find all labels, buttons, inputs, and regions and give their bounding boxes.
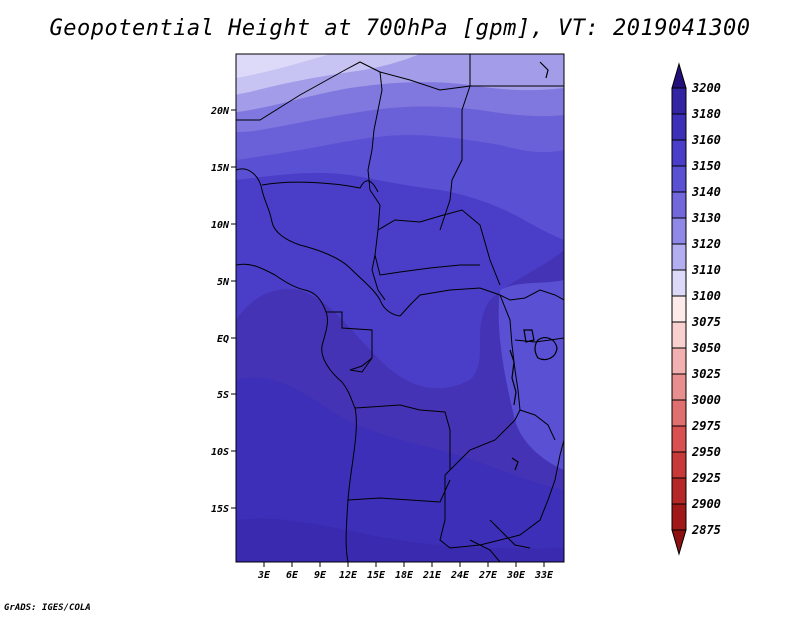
lat-label-5n: 5N xyxy=(217,277,230,288)
colorbar-swatch xyxy=(671,347,687,375)
lon-label-30e: 30E xyxy=(506,570,526,581)
lon-label-33e: 33E xyxy=(534,570,554,581)
colorbar-label: 3100 xyxy=(691,289,721,303)
colorbar-swatch xyxy=(671,477,687,505)
colorbar-label: 3130 xyxy=(691,211,721,225)
colorbar-label: 3120 xyxy=(691,237,721,251)
colorbar-label: 3050 xyxy=(691,341,721,355)
lon-label-15e: 15E xyxy=(367,570,386,581)
lat-label-20n: 20N xyxy=(210,106,230,117)
colorbar-swatch xyxy=(671,399,687,427)
colorbar-swatch xyxy=(671,243,687,271)
lon-label-21e: 21E xyxy=(422,570,442,581)
lat-label-5s: 5S xyxy=(217,390,229,401)
colorbar-label: 2925 xyxy=(691,471,721,485)
country-borders xyxy=(236,54,564,562)
colorbar-swatch xyxy=(671,139,687,167)
colorbar-top-arrow xyxy=(671,62,687,89)
lon-label-6e: 6E xyxy=(286,570,299,581)
colorbar-label: 2875 xyxy=(691,523,721,537)
colorbar-label: 2900 xyxy=(691,497,721,511)
lon-label-3e: 3E xyxy=(257,570,271,581)
height-band-3160 xyxy=(236,377,564,562)
colorbar-label: 3160 xyxy=(691,133,721,147)
lat-label-10n: 10N xyxy=(211,220,230,231)
lat-label-15s: 15S xyxy=(211,504,229,515)
colorbar-swatch xyxy=(671,217,687,245)
lat-label-eq: EQ xyxy=(217,334,229,345)
footer-credit: GrADS: IGES/COLA xyxy=(4,603,91,613)
colorbar-swatch xyxy=(671,321,687,349)
height-band-3170 xyxy=(236,518,564,562)
plot-title: Geopotential Height at 700hPa [gpm], VT:… xyxy=(49,16,751,41)
colorbar-swatch xyxy=(671,451,687,479)
lakes xyxy=(509,61,558,471)
lon-label-27e: 27E xyxy=(478,570,498,581)
map-frame xyxy=(235,53,565,563)
lat-label-15n: 15N xyxy=(211,163,230,174)
lon-label-9e: 9E xyxy=(314,570,327,581)
colorbar-swatch xyxy=(671,269,687,297)
height-band-3100b xyxy=(236,54,330,78)
colorbar-swatch xyxy=(671,113,687,141)
colorbar-label: 3140 xyxy=(691,185,721,199)
lon-label-12e: 12E xyxy=(339,570,358,581)
colorbar-label: 3150 xyxy=(691,159,721,173)
colorbar-swatch xyxy=(671,295,687,323)
lon-label-24e: 24E xyxy=(450,570,470,581)
colorbar-swatch xyxy=(671,373,687,401)
colorbar-label: 2975 xyxy=(691,419,721,433)
colorbar-label: 3000 xyxy=(691,393,721,407)
colorbar-label: 3200 xyxy=(691,81,721,95)
colorbar-swatch xyxy=(671,425,687,453)
colorbar-swatch xyxy=(671,87,687,115)
colorbar-label: 3075 xyxy=(691,315,721,329)
colorbar-swatch xyxy=(671,165,687,193)
lat-axis: 20N 15N 10N 5N EQ 5S 10S 15S xyxy=(210,106,236,515)
colorbar-bottom-arrow xyxy=(671,529,687,556)
colorbar-swatch xyxy=(671,503,687,531)
colorbar-label: 2950 xyxy=(691,445,721,459)
map-panel xyxy=(236,54,564,562)
colorbar-label: 3110 xyxy=(691,263,721,277)
colorbar-swatch xyxy=(671,191,687,219)
colorbar-label: 3025 xyxy=(691,367,721,381)
lat-label-10s: 10S xyxy=(211,447,229,458)
height-band-3140-east xyxy=(498,280,564,470)
lon-axis: 3E 6E 9E 12E 15E 18E 21E 24E 27E 30E 33E xyxy=(257,562,554,581)
colorbar: 3200 3180 3160 3150 3140 3130 3120 3110 3100 3075… xyxy=(671,62,721,556)
colorbar-label: 3180 xyxy=(691,107,721,121)
lon-label-18e: 18E xyxy=(395,570,414,581)
